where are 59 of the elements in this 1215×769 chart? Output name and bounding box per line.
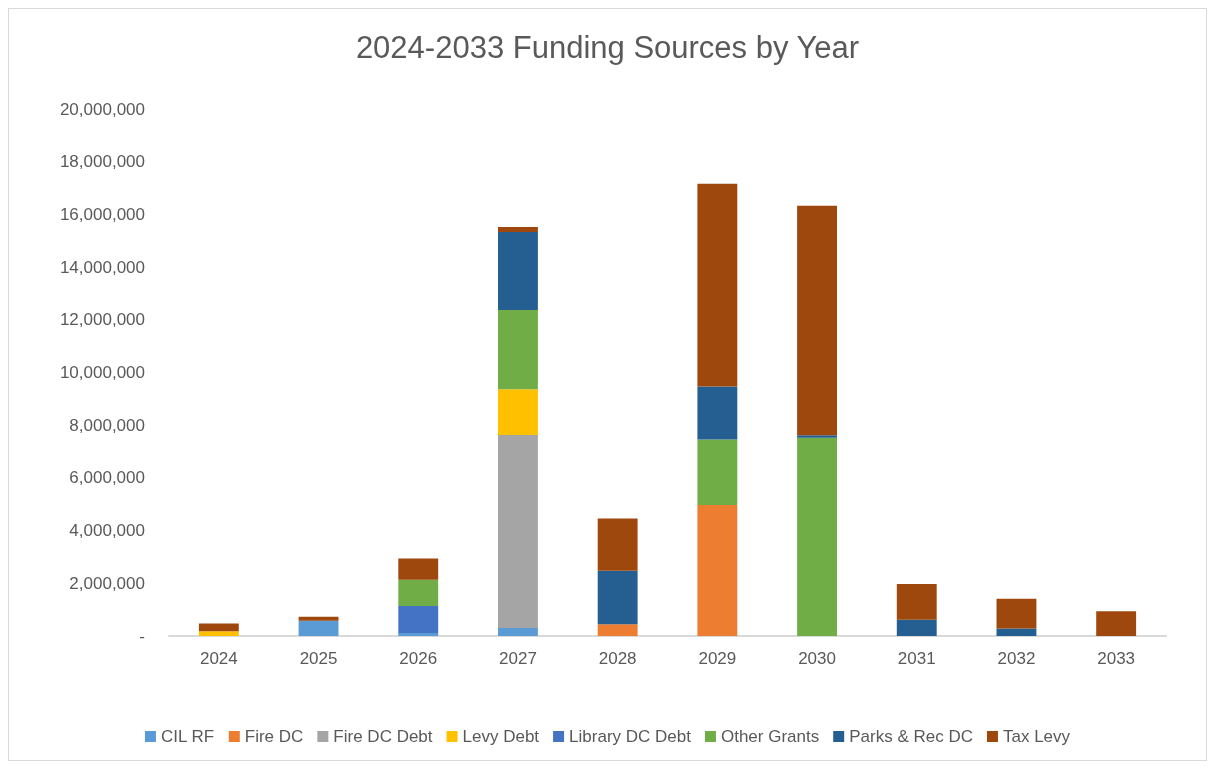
- bar: [1096, 611, 1137, 636]
- y-tick-label: 14,000,000: [59, 257, 145, 277]
- bar: [597, 570, 638, 625]
- bar: [498, 310, 538, 390]
- x-tick-label: 2024: [199, 649, 238, 668]
- bar: [896, 584, 937, 620]
- bar: [398, 633, 439, 636]
- bar: [398, 605, 439, 634]
- legend-label: Fire DC: [244, 727, 304, 746]
- x-tick-label: 2029: [698, 649, 737, 668]
- bar: [198, 631, 239, 636]
- bar: [797, 437, 837, 636]
- bar: [996, 598, 1037, 629]
- y-tick-label: -: [139, 626, 145, 646]
- bar: [398, 558, 439, 580]
- bar: [298, 620, 339, 636]
- bar: [597, 624, 638, 636]
- bar: [498, 434, 538, 629]
- bar: [697, 439, 738, 506]
- y-tick-label: 10,000,000: [59, 363, 145, 382]
- legend-label: Fire DC Debt: [333, 727, 433, 746]
- bar: [597, 518, 638, 571]
- bar: [797, 435, 837, 438]
- bar: [498, 389, 538, 435]
- y-tick-label: 16,000,000: [59, 204, 145, 224]
- y-tick-label: 18,000,000: [59, 152, 145, 172]
- x-tick-label: 2030: [798, 649, 836, 668]
- x-tick-label: 2025: [299, 649, 338, 668]
- bar: [498, 628, 538, 636]
- legend-label: Levy Debt: [462, 727, 540, 746]
- y-tick-label: 20,000,000: [59, 99, 145, 119]
- y-tick-label: 8,000,000: [69, 415, 145, 435]
- bar: [198, 623, 239, 632]
- bar: [697, 183, 738, 387]
- bar: [498, 232, 538, 311]
- y-tick-label: 2,000,000: [69, 573, 145, 593]
- y-tick-label: 6,000,000: [69, 468, 145, 488]
- legend-label: Library DC Debt: [569, 727, 692, 746]
- x-tick-label: 2032: [997, 649, 1036, 668]
- legend-label: Tax Levy: [1002, 727, 1071, 746]
- bar: [498, 227, 538, 233]
- bar: [896, 619, 937, 636]
- legend-label: Other Grants: [720, 727, 820, 746]
- legend-label: CIL RF: [160, 727, 215, 746]
- x-tick-label: 2026: [399, 649, 438, 668]
- legend-label: Parks & Rec DC: [849, 727, 973, 746]
- x-tick-label: 2033: [1097, 649, 1136, 668]
- bar: [298, 616, 339, 621]
- x-tick-label: 2031: [897, 649, 936, 668]
- bar: [398, 579, 439, 606]
- bar: [996, 628, 1037, 636]
- y-tick-label: 12,000,000: [59, 310, 145, 330]
- bar: [697, 386, 738, 440]
- x-tick-label: 2028: [598, 649, 637, 668]
- bar: [697, 505, 738, 636]
- y-tick-label: 4,000,000: [69, 521, 145, 541]
- x-tick-label: 2027: [499, 649, 537, 668]
- chart-title: 2024-2033 Funding Sources by Year: [355, 30, 860, 65]
- bar: [797, 205, 837, 436]
